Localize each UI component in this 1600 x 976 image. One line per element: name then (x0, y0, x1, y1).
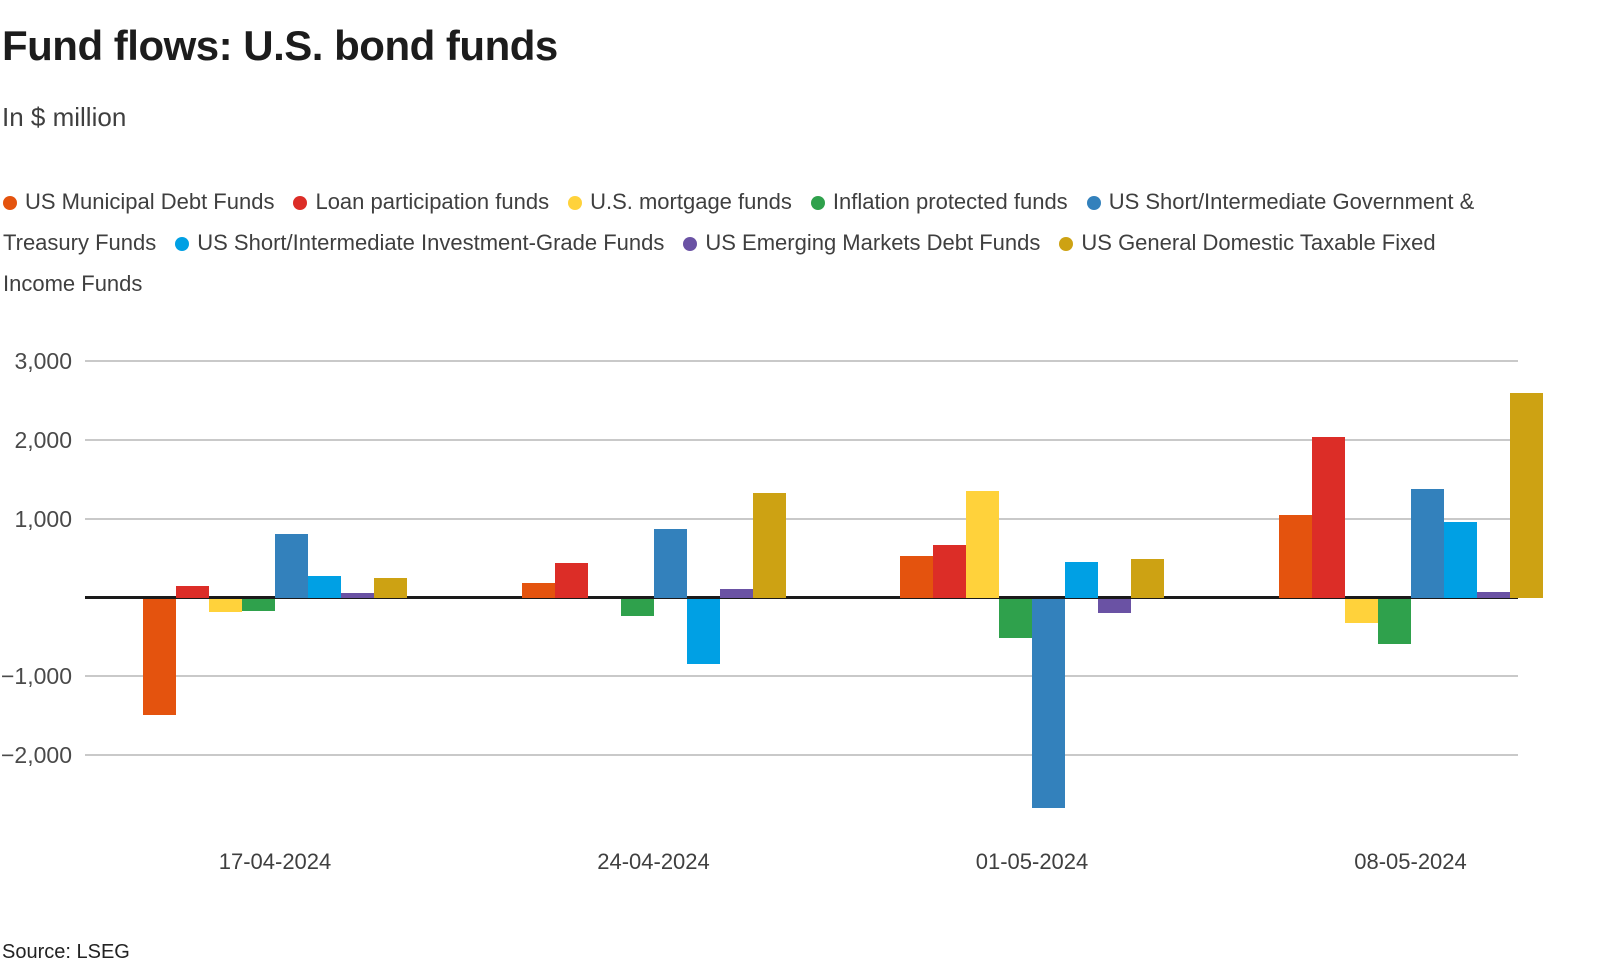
legend-label: US Emerging Markets Debt Funds (705, 230, 1041, 255)
legend-item: US Short/Intermediate Investment-Grade F… (175, 230, 664, 255)
page-title: Fund flows: U.S. bond funds (2, 22, 558, 69)
bar (143, 599, 176, 715)
bar (209, 599, 242, 612)
bar (621, 599, 654, 616)
x-tick-label: 01-05-2024 (975, 849, 1089, 874)
bar (555, 563, 588, 598)
bar (1032, 599, 1065, 808)
bar (1411, 489, 1444, 598)
bar (966, 491, 999, 598)
bar (1065, 562, 1098, 598)
y-tick-label: 2,000 (14, 427, 72, 454)
bar (1098, 599, 1131, 613)
legend-item: Loan participation funds (293, 189, 549, 214)
legend: US Municipal Debt Funds Loan participatio… (3, 181, 1500, 304)
zero-axis-line (85, 596, 1518, 599)
bar (1279, 515, 1312, 598)
legend-dot-icon (293, 196, 308, 210)
gridline (85, 753, 1518, 756)
legend-dot-icon (683, 237, 698, 251)
legend-dot-icon (1059, 237, 1074, 251)
legend-item: US Emerging Markets Debt Funds (683, 230, 1040, 255)
gridline (85, 517, 1518, 520)
legend-dot-icon (1086, 196, 1101, 210)
legend-label: Inflation protected funds (832, 189, 1068, 214)
x-tick-label: 17-04-2024 (218, 849, 332, 874)
legend-label: U.S. mortgage funds (590, 189, 792, 214)
legend-dot-icon (810, 196, 825, 210)
bar (687, 599, 720, 664)
legend-label: US Short/Intermediate Government & Treas… (3, 189, 1475, 255)
bar (341, 593, 374, 598)
bar (933, 545, 966, 598)
legend-label: US Short/Intermediate Investment-Grade F… (197, 230, 665, 255)
gridline (85, 439, 1518, 442)
legend-label: Loan participation funds (315, 189, 550, 214)
legend-item: US General Domestic Taxable Fixed Income… (3, 230, 1436, 296)
bar (1312, 437, 1345, 598)
legend-dot-icon (3, 196, 17, 210)
bar (275, 534, 308, 598)
y-tick-label: 3,000 (14, 348, 72, 375)
bar (176, 586, 209, 598)
bar (720, 589, 753, 598)
bar (374, 578, 407, 598)
bar (522, 583, 555, 598)
bar (900, 556, 933, 598)
bar (1131, 559, 1164, 598)
legend-item: Inflation protected funds (810, 189, 1068, 214)
legend-label: US General Domestic Taxable Fixed Income… (3, 230, 1436, 296)
legend-item: US Short/Intermediate Government & Treas… (3, 189, 1474, 255)
y-tick-label: 1,000 (14, 505, 72, 532)
legend-dot-icon (568, 196, 583, 210)
gridline (85, 675, 1518, 678)
page-subtitle: In $ million (2, 102, 127, 132)
source-note: Source: LSEG (2, 941, 130, 963)
bar (1444, 522, 1477, 598)
legend-dot-icon (175, 237, 190, 251)
bar (654, 529, 687, 598)
bar-chart-plot-area: 3,000 2,000 1,000 −1,000 −2,000 17-04-2024 24-… (1, 340, 1543, 880)
legend-item: US Municipal Debt Funds (3, 189, 274, 214)
bar (1477, 592, 1510, 598)
bar (1510, 393, 1543, 598)
y-tick-label: −1,000 (1, 663, 72, 690)
bar (242, 599, 275, 611)
legend-item: U.S. mortgage funds (568, 189, 792, 214)
bar (999, 599, 1032, 638)
x-tick-label: 08-05-2024 (1354, 849, 1467, 874)
legend-label: US Municipal Debt Funds (25, 189, 275, 214)
bar (753, 493, 786, 598)
bar (308, 576, 341, 598)
bar (1378, 599, 1411, 644)
y-tick-label: −2,000 (1, 741, 72, 768)
gridline (85, 360, 1518, 363)
x-tick-label: 24-04-2024 (597, 849, 710, 874)
bar (1345, 599, 1378, 623)
